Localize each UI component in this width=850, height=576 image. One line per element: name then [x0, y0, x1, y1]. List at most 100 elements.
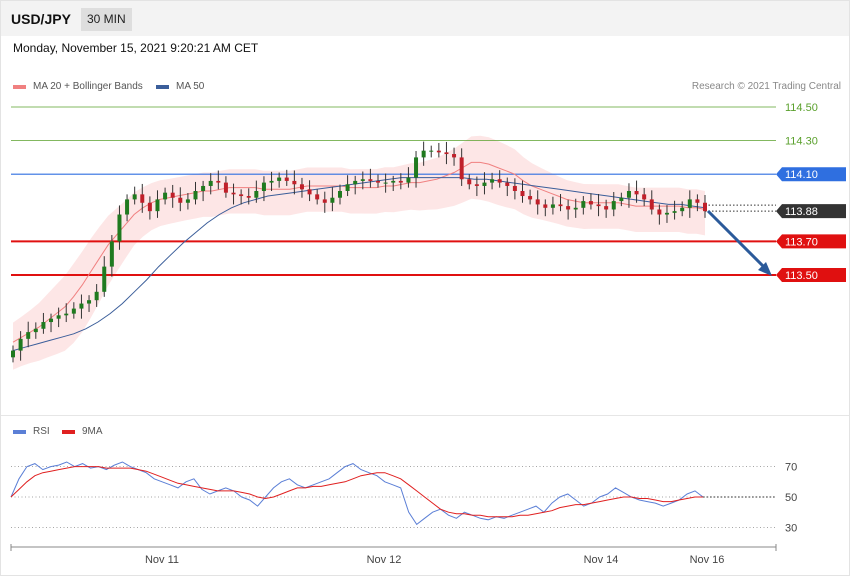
candle-body: [269, 180, 274, 183]
candle-body: [611, 201, 616, 210]
rsi-tick-50: 50: [785, 492, 797, 504]
candle-body: [360, 179, 365, 181]
candle-body: [185, 199, 190, 203]
level-label-114-30: 114.30: [785, 136, 818, 148]
candle-body: [619, 197, 624, 202]
candle-body: [406, 177, 411, 183]
candle-body: [132, 194, 137, 200]
candle-body: [208, 180, 213, 186]
candle-body: [543, 204, 548, 208]
timeframe-button[interactable]: 30 MIN: [81, 8, 132, 31]
candle-body: [284, 177, 289, 181]
candle-body: [246, 196, 251, 198]
candle-body: [528, 196, 533, 200]
candle-body: [140, 194, 145, 203]
pane-divider: [1, 415, 849, 416]
candle-body: [695, 199, 700, 203]
candle-body: [94, 291, 99, 301]
rsi-series-9ma: [10, 466, 703, 518]
legend-rsi: RSI: [13, 426, 50, 437]
chart-header: USD/JPY 30 MIN: [1, 1, 849, 36]
candle-body: [512, 185, 517, 191]
candle-body: [322, 199, 327, 203]
candle-body: [474, 184, 479, 186]
candle-body: [550, 204, 555, 208]
candle-body: [71, 308, 76, 314]
candle-body: [315, 194, 320, 200]
legend-ma50: MA 50: [156, 81, 204, 92]
candle-body: [573, 207, 578, 210]
bollinger-band-area: [13, 135, 705, 370]
candle-body: [383, 182, 388, 184]
candle-body: [117, 214, 122, 242]
candle-body: [307, 189, 312, 195]
forecast-arrow-head: [758, 262, 772, 276]
rsi-tick-70: 70: [785, 462, 797, 474]
candle-body: [277, 177, 282, 181]
candle-body: [520, 191, 525, 197]
candle-body: [459, 157, 464, 180]
candle-body: [604, 206, 609, 210]
legend-9ma-label: 9MA: [82, 426, 103, 437]
candle-body: [163, 192, 168, 200]
candle-body: [588, 201, 593, 205]
candle-body: [429, 150, 434, 152]
legend-ma50-label: MA 50: [176, 81, 205, 92]
candle-body: [337, 191, 342, 198]
candle-body: [467, 179, 472, 185]
candle-body: [626, 191, 631, 198]
legend-ma20: MA 20 + Bollinger Bands: [13, 81, 143, 92]
level-tag-bg-113-50: [776, 268, 846, 282]
level-label-114-10: 114.10: [785, 169, 818, 181]
rsi-tick-30: 30: [785, 522, 797, 534]
x-tick-label-2: Nov 14: [584, 554, 619, 566]
candle-body: [147, 202, 152, 212]
candle-body: [634, 191, 639, 195]
symbol-title: USD/JPY: [11, 11, 71, 27]
candle-body: [178, 197, 183, 203]
candle-body: [26, 332, 31, 339]
forecast-arrow-line: [706, 209, 767, 270]
candle-body: [376, 180, 381, 183]
level-label-114-50: 114.50: [785, 102, 818, 114]
candle-body: [490, 179, 495, 183]
legend-rsi-swatch: [13, 429, 26, 434]
candle-body: [125, 199, 130, 215]
candle-body: [330, 197, 335, 203]
candle-body: [87, 300, 92, 304]
candle-body: [703, 202, 707, 212]
candle-body: [49, 318, 54, 323]
candle-body: [41, 322, 46, 329]
candle-body: [421, 150, 426, 158]
candle-body: [79, 303, 84, 309]
candle-body: [368, 179, 373, 181]
candle-body: [11, 350, 15, 358]
rsi-series-rsi: [10, 461, 704, 526]
candle-body: [566, 206, 571, 210]
candle-body: [345, 184, 350, 191]
x-tick-label-3: Nov 16: [690, 554, 725, 566]
candle-body: [558, 204, 563, 207]
candle-body: [261, 182, 266, 191]
candle-body: [642, 194, 647, 200]
chart-datetime: Monday, November 15, 2021 9:20:21 AM CET: [13, 41, 259, 55]
candle-body: [505, 182, 510, 186]
candle-body: [102, 266, 107, 292]
x-tick-label-1: Nov 12: [367, 554, 402, 566]
candle-body: [581, 201, 586, 208]
candle-body: [535, 199, 540, 205]
legend-ma50-swatch: [156, 84, 169, 89]
legend-9ma: 9MA: [62, 426, 103, 437]
candle-body: [299, 184, 304, 190]
current-price-tag-bg: [776, 204, 846, 219]
candle-body: [680, 207, 685, 212]
current-price-label: 113.88: [785, 206, 818, 218]
candle-body: [201, 185, 206, 191]
candle-body: [216, 180, 221, 183]
candle-body: [353, 180, 358, 185]
legend-rsi-label: RSI: [33, 426, 50, 437]
candle-body: [664, 212, 669, 215]
candle-body: [414, 157, 419, 178]
candle-body: [482, 182, 487, 186]
candle-body: [18, 338, 23, 351]
